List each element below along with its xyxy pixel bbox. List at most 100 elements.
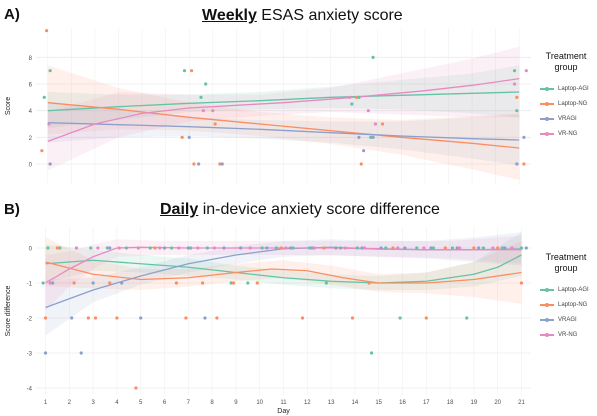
legend-title-line2: group xyxy=(554,263,578,273)
y-tick-label: -2 xyxy=(27,317,33,323)
panel-b-letter: B) xyxy=(4,201,20,218)
data-point-laptop-agi xyxy=(481,246,486,250)
data-point-vr-ng xyxy=(491,246,495,250)
legend-label: Laptop-NG xyxy=(558,301,588,308)
data-point-laptop-ng xyxy=(200,281,205,285)
x-tick-label: 21 xyxy=(518,400,525,406)
data-point-vr-ng xyxy=(211,109,215,113)
data-point-vr-ng xyxy=(212,246,217,250)
data-point-laptop-agi xyxy=(182,69,187,73)
legend-title: Treatment group xyxy=(540,51,592,73)
data-point-vr-ng xyxy=(74,246,79,250)
panel-a-letter: A) xyxy=(4,6,20,23)
data-point-laptop-agi xyxy=(415,246,419,250)
data-point-vr-ng xyxy=(510,246,514,250)
x-tick-label: 10 xyxy=(256,400,263,406)
data-point-laptop-ng xyxy=(359,162,363,166)
data-point-vragi xyxy=(220,162,224,166)
data-point-vr-ng xyxy=(284,246,288,250)
legend-item-laptop-ng: Laptop-NG xyxy=(540,96,592,111)
ci-band-laptop-ng xyxy=(45,237,522,304)
data-point-laptop-ng xyxy=(189,69,194,73)
y-tick-label: 0 xyxy=(29,247,33,253)
x-tick-label: 7 xyxy=(187,400,191,406)
data-point-vr-ng xyxy=(524,69,528,73)
data-point-vr-ng xyxy=(373,122,378,126)
data-point-vragi xyxy=(51,281,55,285)
data-point-laptop-ng xyxy=(45,29,49,33)
data-point-laptop-agi xyxy=(41,281,45,285)
data-point-vr-ng xyxy=(96,246,100,250)
x-tick-label: 4 xyxy=(115,400,119,406)
legend-items: Laptop-AGI Laptop-NG VRAGI VR-NG xyxy=(540,282,592,342)
data-point-vragi xyxy=(334,246,338,250)
legend-panel-b: Treatment group Laptop-AGI Laptop-NG VRAGI… xyxy=(540,252,592,342)
x-tick-label: 6 xyxy=(163,400,167,406)
data-point-laptop-agi xyxy=(450,246,455,250)
ci-band-laptop-agi xyxy=(47,65,520,128)
y-axis-label: Score xyxy=(5,97,12,115)
panel-a-title: Weekly ESAS anxiety score xyxy=(202,7,403,25)
data-point-laptop-agi xyxy=(105,246,109,250)
chart-b: 0-1-2-3-41 2 3 4 5 6 7 8 9 10 11 12 13 14 15 16 17 18 19 20… xyxy=(5,227,531,415)
data-point-vragi xyxy=(162,246,167,250)
data-point-vragi xyxy=(186,246,190,250)
ci-band-vr-ng xyxy=(47,46,520,171)
y-tick-label: 8 xyxy=(29,56,33,62)
data-point-vragi xyxy=(203,316,207,320)
panel-a-title-emphasis: Weekly xyxy=(202,7,257,24)
data-point-laptop-agi xyxy=(42,95,46,99)
data-point-laptop-agi xyxy=(148,246,152,250)
x-tick-label: 11 xyxy=(280,400,287,406)
legend-label: Laptop-AGI xyxy=(558,85,589,92)
legend-swatch xyxy=(540,115,554,123)
data-point-laptop-agi xyxy=(519,246,524,250)
legend-swatch xyxy=(540,301,554,309)
data-point-vr-ng xyxy=(117,246,121,250)
data-point-laptop-agi xyxy=(308,246,312,250)
legend-items: Laptop-AGI Laptop-NG VRAGI VR-NG xyxy=(540,81,592,141)
x-tick-label: 12 xyxy=(304,400,311,406)
series-line-laptop-agi xyxy=(45,254,522,284)
data-point-laptop-ng xyxy=(300,316,305,320)
legend-swatch xyxy=(540,316,554,324)
data-point-vragi xyxy=(139,316,143,320)
data-point-laptop-ng xyxy=(72,281,76,285)
x-tick-label: 5 xyxy=(139,400,143,406)
data-point-vr-ng xyxy=(312,246,317,250)
data-point-laptop-agi xyxy=(357,95,361,99)
legend-item-laptop-agi: Laptop-AGI xyxy=(540,282,592,297)
data-point-vr-ng xyxy=(366,109,370,113)
legend-item-vragi: VRAGI xyxy=(540,312,592,327)
data-point-laptop-ng xyxy=(279,246,283,250)
data-point-laptop-agi xyxy=(384,246,388,250)
ci-band-laptop-ng xyxy=(47,65,520,180)
data-point-vr-ng xyxy=(196,246,200,250)
data-point-vragi xyxy=(362,149,366,153)
data-point-laptop-agi xyxy=(274,246,278,250)
legend-panel-a: Treatment group Laptop-AGI Laptop-NG VRAGI… xyxy=(540,51,592,141)
legend-label: VRAGI xyxy=(558,115,577,122)
data-point-laptop-agi xyxy=(189,246,193,250)
data-point-laptop-agi xyxy=(124,246,129,250)
data-point-laptop-ng xyxy=(255,281,259,285)
y-tick-label: -1 xyxy=(27,282,33,288)
data-point-laptop-ng xyxy=(443,246,447,250)
x-tick-label: 9 xyxy=(234,400,238,406)
legend-swatch xyxy=(540,130,554,138)
ci-band-vr-ng xyxy=(45,235,522,311)
legend-swatch xyxy=(540,286,554,294)
legend-item-laptop-ng: Laptop-NG xyxy=(540,297,592,312)
data-point-laptop-agi xyxy=(369,351,374,355)
data-point-vragi xyxy=(524,246,528,250)
x-tick-label: 8 xyxy=(210,400,214,406)
data-point-laptop-ng xyxy=(231,281,236,285)
data-point-vragi xyxy=(70,316,74,320)
ci-band-laptop-agi xyxy=(45,232,522,290)
series-line-vr-ng xyxy=(47,78,520,142)
data-point-laptop-agi xyxy=(371,55,375,59)
data-point-vragi xyxy=(455,246,459,250)
data-point-laptop-ng xyxy=(515,95,519,99)
data-point-laptop-ng xyxy=(192,162,196,166)
